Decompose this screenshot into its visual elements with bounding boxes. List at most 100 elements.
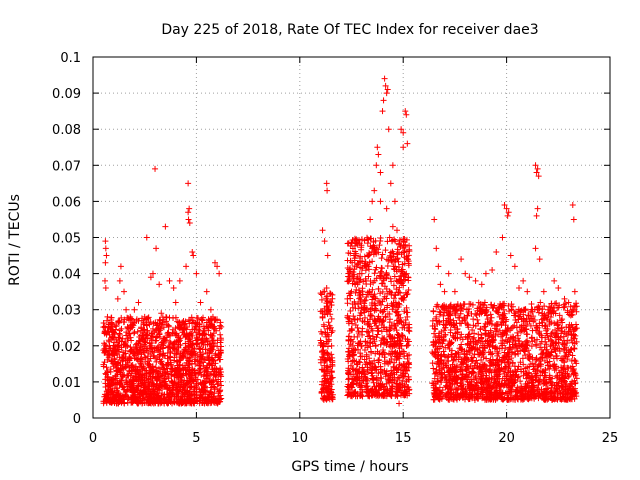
data-point [450, 322, 457, 329]
data-point [168, 371, 175, 378]
data-point [372, 318, 379, 325]
data-point [546, 352, 553, 359]
data-point [157, 358, 164, 365]
data-point [205, 323, 212, 330]
data-point [557, 367, 564, 374]
data-point [506, 378, 513, 385]
data-point [377, 198, 384, 205]
data-point [474, 360, 481, 367]
data-point [479, 391, 486, 398]
data-point [389, 374, 396, 381]
data-point [393, 350, 400, 357]
data-point [319, 330, 326, 337]
data-point [555, 285, 562, 292]
data-point [570, 216, 577, 223]
data-point [379, 280, 386, 287]
data-point [554, 326, 561, 333]
data-point [511, 263, 518, 270]
data-point [193, 329, 200, 336]
data-point [349, 376, 356, 383]
data-point [480, 394, 487, 401]
data-point [459, 306, 466, 313]
data-point [370, 238, 377, 245]
data-point [402, 108, 409, 115]
data-point [547, 394, 554, 401]
data-point [494, 321, 501, 328]
data-point [464, 351, 471, 358]
data-point [461, 314, 468, 321]
data-point [144, 360, 151, 367]
data-point [176, 384, 183, 391]
data-point [324, 343, 331, 350]
data-point [400, 144, 407, 151]
data-point [477, 326, 484, 333]
data-point [116, 277, 123, 284]
data-point [349, 236, 356, 243]
data-point [118, 314, 125, 321]
data-point [100, 347, 107, 354]
data-point [113, 336, 120, 343]
data-point [561, 301, 568, 308]
data-point [492, 377, 499, 384]
y-tick-label: 0.04 [52, 268, 81, 283]
data-point [402, 335, 409, 342]
data-point [519, 355, 526, 362]
data-point [468, 370, 475, 377]
data-point [452, 334, 459, 341]
data-point [194, 376, 201, 383]
data-point [489, 384, 496, 391]
data-point [200, 382, 207, 389]
data-point [186, 384, 193, 391]
data-point [119, 335, 126, 342]
data-point [210, 330, 217, 337]
data-point [434, 345, 441, 352]
data-point [328, 315, 335, 322]
data-point [551, 390, 558, 397]
data-point [131, 354, 138, 361]
data-point [567, 328, 574, 335]
data-point [345, 370, 352, 377]
data-point [121, 400, 128, 407]
data-point [180, 317, 187, 324]
data-point [324, 304, 331, 311]
data-point [131, 330, 138, 337]
x-tick-label: 15 [395, 431, 412, 446]
data-point [484, 337, 491, 344]
data-point [102, 285, 109, 292]
data-point [102, 328, 109, 335]
data-point [530, 363, 537, 370]
data-point [532, 361, 539, 368]
data-point [543, 327, 550, 334]
data-point [508, 386, 515, 393]
data-point [325, 319, 332, 326]
data-point [349, 272, 356, 279]
data-point [380, 97, 387, 104]
data-point [481, 323, 488, 330]
data-point [193, 314, 200, 321]
data-point [384, 387, 391, 394]
data-point [526, 317, 533, 324]
data-point [453, 350, 460, 357]
data-point [496, 387, 503, 394]
data-point [536, 331, 543, 338]
data-point [491, 302, 498, 309]
data-point [494, 352, 501, 359]
data-point [108, 357, 115, 364]
data-point [397, 273, 404, 280]
data-point [349, 342, 356, 349]
data-point [116, 331, 123, 338]
data-point [363, 328, 370, 335]
data-point [429, 349, 436, 356]
data-point [488, 314, 495, 321]
data-point [209, 313, 216, 320]
data-point [319, 227, 326, 234]
data-point [569, 306, 576, 313]
data-point [188, 314, 195, 321]
data-point [470, 386, 477, 393]
data-point [389, 248, 396, 255]
data-point [365, 388, 372, 395]
data-point [379, 335, 386, 342]
data-point [391, 291, 398, 298]
data-point [406, 351, 412, 358]
data-point [175, 319, 182, 326]
